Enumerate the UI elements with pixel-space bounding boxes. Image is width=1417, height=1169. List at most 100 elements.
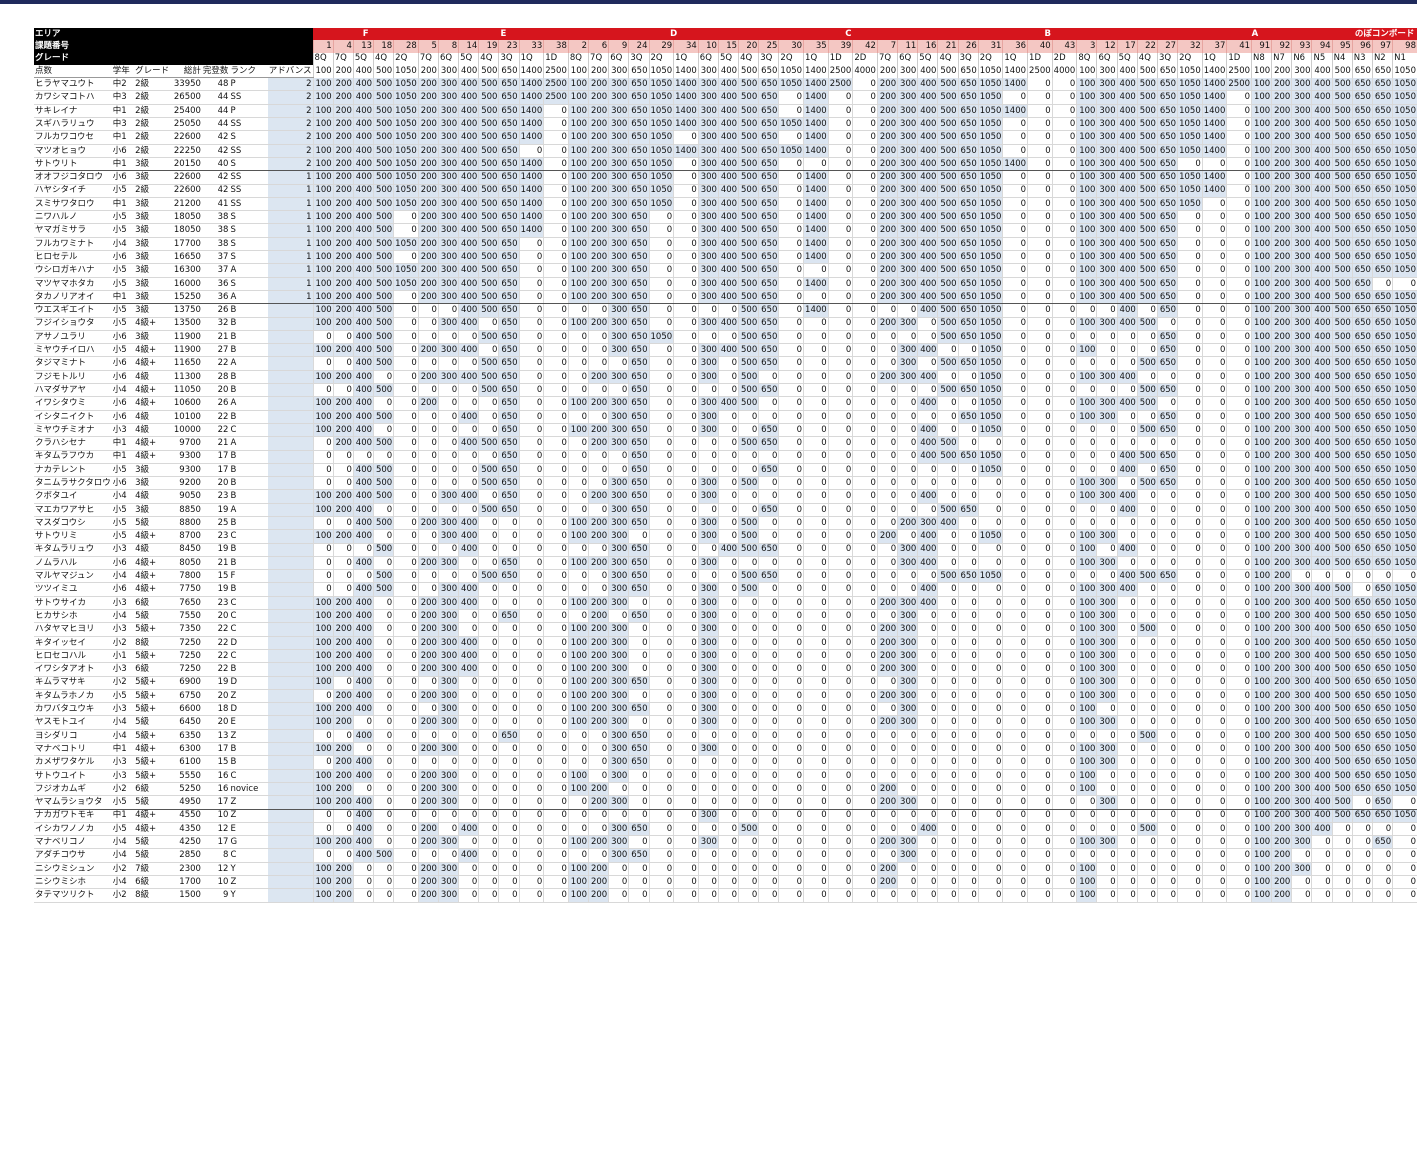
score-cell[interactable]: 0 (717, 489, 739, 504)
score-cell[interactable]: 1050 (648, 144, 674, 158)
score-cell[interactable]: 400 (1116, 450, 1138, 464)
score-cell[interactable]: 0 (417, 503, 439, 517)
score-cell[interactable]: 0 (852, 303, 878, 318)
score-cell[interactable]: 650 (628, 396, 649, 411)
score-cell[interactable]: 0 (1177, 636, 1203, 650)
score-cell[interactable]: 300 (1291, 689, 1312, 704)
score-cell[interactable]: 1050 (1392, 742, 1417, 757)
score-cell[interactable]: 0 (1201, 888, 1227, 903)
score-cell[interactable]: 200 (876, 317, 898, 331)
score-cell[interactable]: 0 (876, 516, 898, 531)
score-cell[interactable]: 300 (437, 609, 459, 624)
score-cell[interactable]: 0 (758, 676, 779, 690)
score-cell[interactable]: 0 (1136, 543, 1158, 557)
score-cell[interactable]: 100 (1251, 848, 1272, 863)
problem-number[interactable]: 30 (778, 40, 804, 53)
climber-advance[interactable] (267, 543, 314, 557)
score-cell[interactable]: 0 (758, 702, 779, 717)
score-cell[interactable]: 0 (778, 755, 804, 770)
score-cell[interactable]: 100 (1076, 157, 1097, 172)
score-cell[interactable]: 300 (897, 197, 918, 212)
score-cell[interactable]: 0 (1156, 888, 1178, 903)
score-cell[interactable]: 650 (1371, 489, 1393, 504)
climber-name[interactable]: サトウリミ (34, 529, 112, 544)
score-cell[interactable]: 0 (393, 450, 419, 464)
score-cell[interactable]: 0 (648, 343, 674, 358)
score-cell[interactable]: 400 (1311, 184, 1333, 198)
score-cell[interactable]: 650 (1371, 157, 1393, 172)
problem-number[interactable]: 9 (608, 40, 629, 53)
score-cell[interactable]: 0 (1201, 862, 1227, 877)
score-cell[interactable]: 300 (1291, 303, 1312, 318)
score-cell[interactable]: 650 (498, 476, 520, 491)
column-header[interactable]: 完登数 (201, 64, 230, 79)
score-cell[interactable]: 500 (1331, 290, 1353, 305)
score-cell[interactable]: 300 (1096, 104, 1118, 119)
score-cell[interactable]: 1050 (1392, 383, 1417, 398)
score-cell[interactable]: 500 (1136, 476, 1158, 491)
score-cell[interactable]: 0 (897, 436, 918, 451)
score-cell[interactable]: 500 (738, 223, 759, 238)
score-cell[interactable]: 100 (1076, 130, 1097, 145)
score-cell[interactable]: 0 (417, 729, 439, 744)
score-cell[interactable]: 650 (957, 330, 979, 345)
score-cell[interactable]: 0 (917, 463, 938, 478)
score-cell[interactable]: 400 (352, 77, 374, 92)
score-cell[interactable]: 300 (1291, 543, 1312, 557)
score-cell[interactable]: 0 (1002, 144, 1028, 158)
score-cell[interactable]: 300 (608, 157, 629, 172)
score-cell[interactable]: 0 (332, 582, 354, 597)
score-cell[interactable]: 300 (697, 689, 719, 704)
score-cell[interactable]: 0 (876, 809, 898, 823)
score-cell[interactable]: 100 (1251, 662, 1272, 677)
score-cell[interactable]: 300 (608, 277, 629, 291)
score-cell[interactable]: 1050 (1392, 90, 1417, 105)
score-cell[interactable]: 0 (673, 702, 699, 717)
score-cell[interactable]: 300 (897, 170, 918, 185)
climber-grade[interactable]: 4級+ (134, 436, 171, 451)
score-cell[interactable]: 0 (567, 543, 589, 557)
score-cell[interactable]: 0 (393, 609, 419, 624)
score-cell[interactable]: 0 (1156, 636, 1178, 650)
score-cell[interactable]: 0 (417, 582, 439, 597)
score-cell[interactable]: 0 (543, 702, 569, 717)
score-cell[interactable]: 0 (917, 330, 938, 345)
score-cell[interactable]: 300 (608, 170, 629, 185)
score-cell[interactable]: 0 (803, 370, 829, 385)
score-cell[interactable]: 0 (977, 809, 1003, 823)
score-cell[interactable]: 0 (758, 662, 779, 677)
score-cell[interactable]: 0 (417, 676, 439, 690)
climber-total[interactable]: 2300 (170, 862, 202, 877)
score-cell[interactable]: 2500 (543, 90, 569, 105)
climber-grade[interactable]: 8級 (134, 888, 171, 903)
problem-points[interactable]: 500 (1331, 64, 1353, 78)
score-cell[interactable]: 0 (778, 104, 804, 119)
score-cell[interactable]: 200 (1271, 250, 1292, 265)
score-cell[interactable]: 1400 (803, 277, 829, 291)
score-cell[interactable]: 500 (373, 210, 394, 225)
climber-count[interactable]: 42 (201, 144, 230, 158)
score-cell[interactable]: 300 (608, 622, 629, 637)
score-cell[interactable]: 0 (1201, 303, 1227, 318)
score-cell[interactable]: 650 (628, 436, 649, 451)
score-cell[interactable]: 0 (648, 529, 674, 544)
score-cell[interactable]: 500 (1331, 556, 1353, 571)
score-cell[interactable]: 400 (458, 848, 479, 863)
score-cell[interactable]: 650 (1351, 755, 1373, 770)
climber-advance[interactable] (267, 636, 314, 650)
climber-total[interactable]: 8700 (170, 529, 202, 544)
score-cell[interactable]: 650 (498, 383, 520, 398)
score-cell[interactable]: 300 (1291, 795, 1312, 810)
score-cell[interactable]: 100 (1251, 622, 1272, 637)
score-cell[interactable]: 0 (393, 556, 419, 571)
score-cell[interactable]: 500 (373, 543, 394, 557)
score-cell[interactable]: 0 (697, 383, 719, 398)
score-cell[interactable]: 0 (1392, 888, 1417, 903)
score-cell[interactable]: 200 (417, 117, 439, 132)
score-cell[interactable]: 200 (876, 290, 898, 305)
score-cell[interactable]: 0 (1027, 609, 1053, 624)
score-cell[interactable]: 0 (1226, 410, 1252, 424)
score-cell[interactable]: 500 (1331, 90, 1353, 105)
score-cell[interactable]: 0 (1027, 370, 1053, 385)
score-cell[interactable]: 0 (1291, 569, 1312, 584)
